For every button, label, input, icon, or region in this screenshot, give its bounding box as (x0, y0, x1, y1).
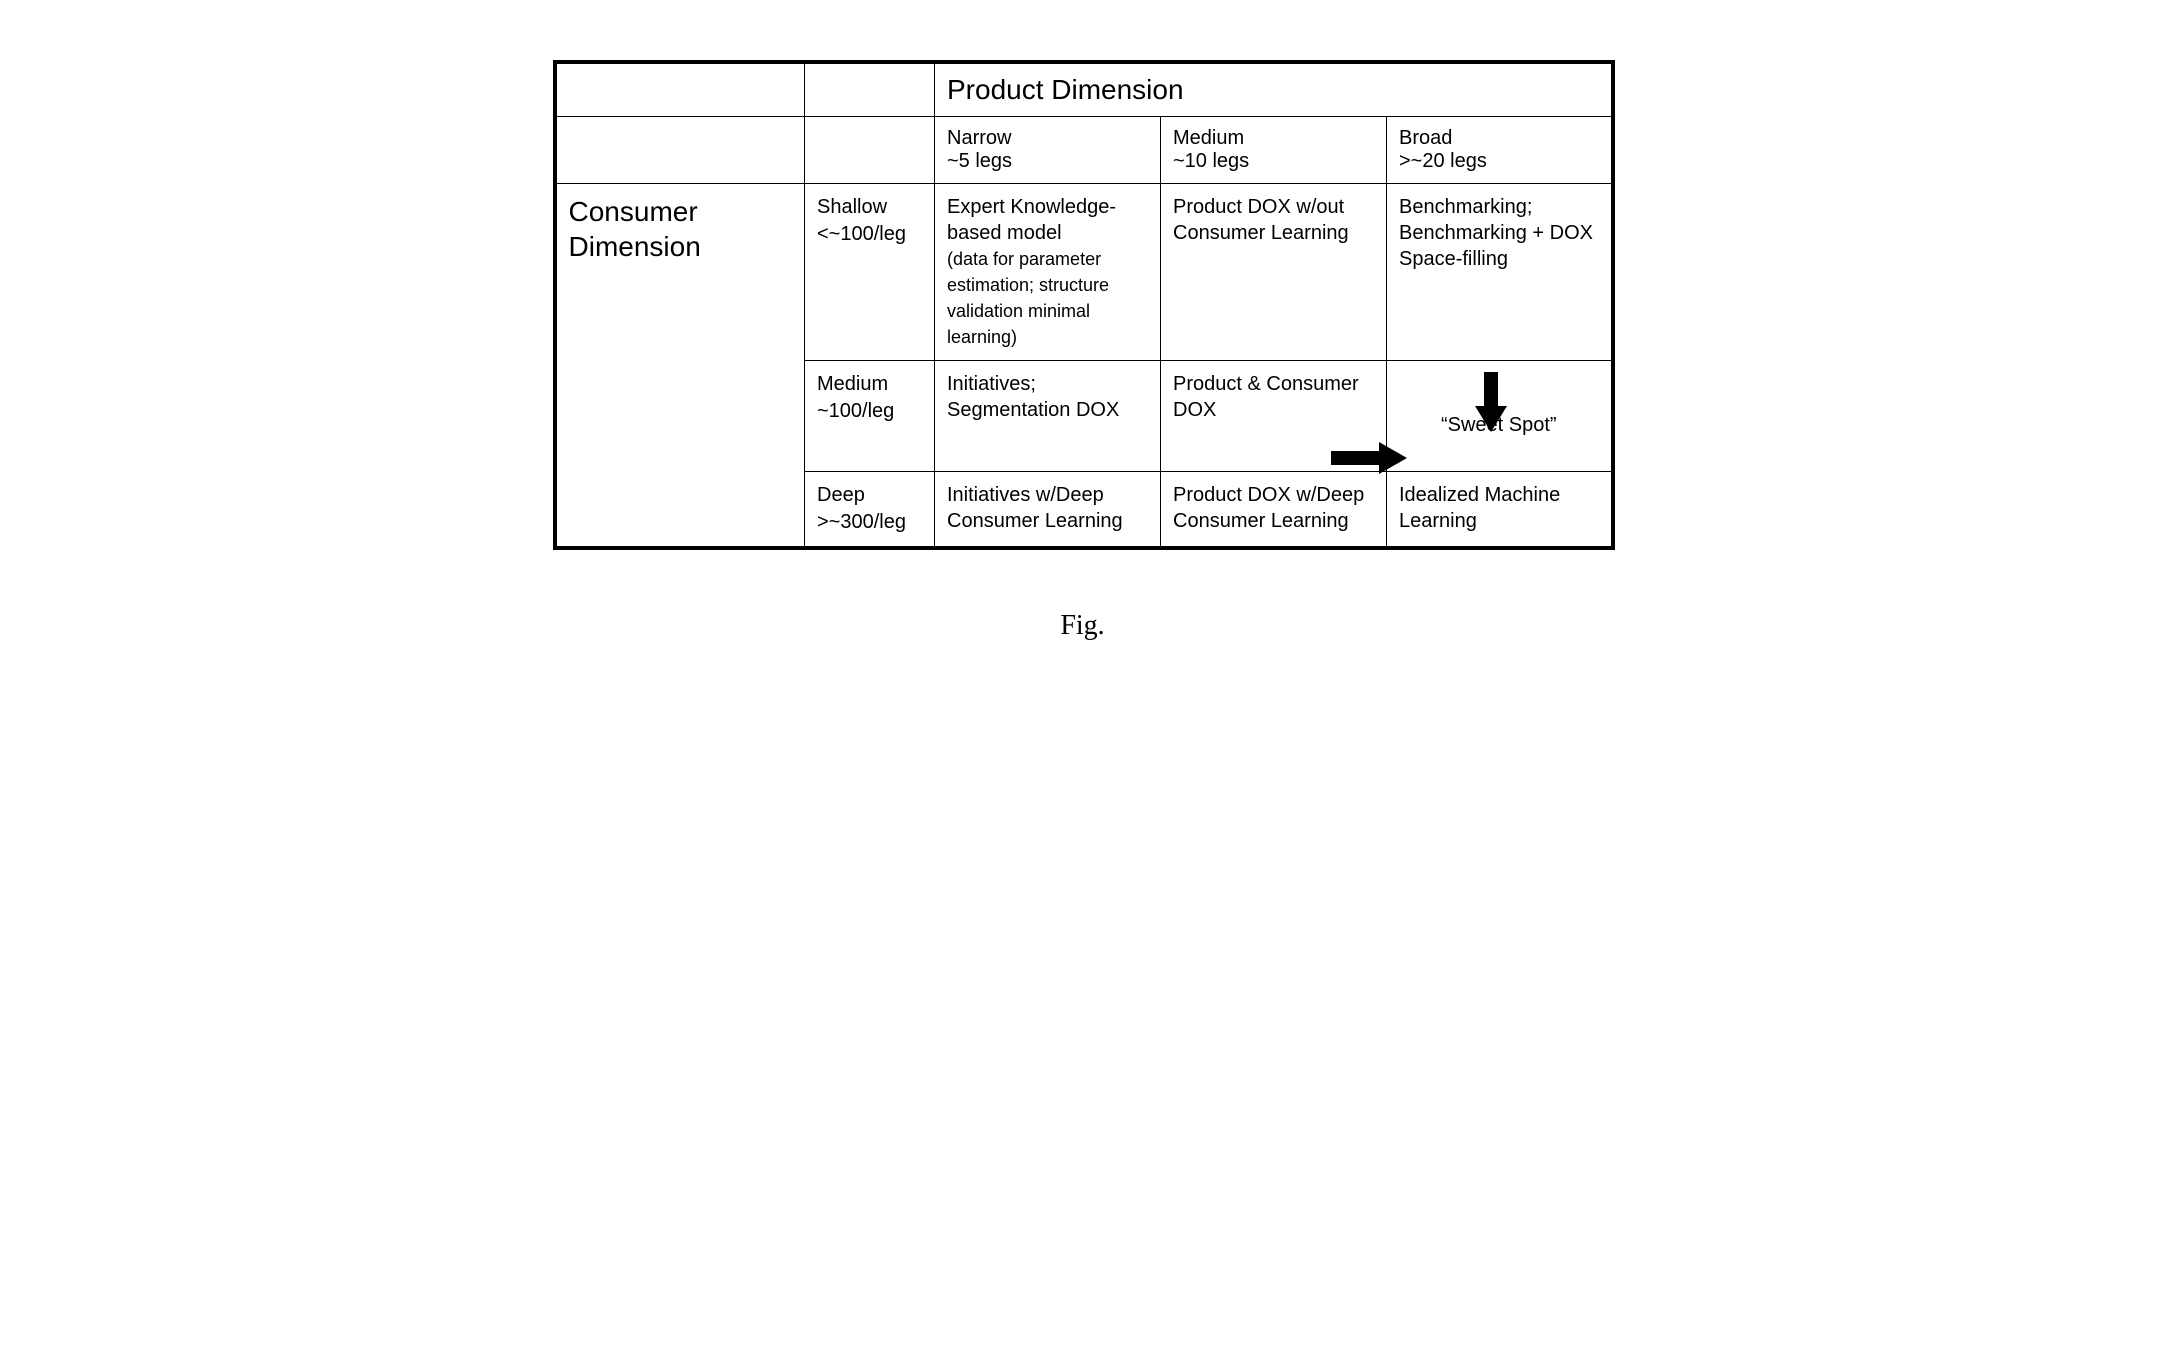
dimension-matrix: Product Dimension Narrow ~5 legs Medium … (553, 60, 1613, 550)
product-dimension-title: Product Dimension (935, 62, 1613, 117)
cell-deep-narrow: Initiatives w/Deep Consumer Learning (935, 472, 1161, 549)
cell-shallow-narrow: Expert Knowledge-based model (data for p… (935, 184, 1161, 361)
corner-blank-1 (555, 62, 805, 117)
consumer-level-medium: Medium ~100/leg (805, 361, 935, 472)
matrix-table: Product Dimension Narrow ~5 legs Medium … (553, 60, 1615, 550)
figure-caption: Fig. (60, 610, 2105, 642)
corner-blank-3 (555, 117, 805, 184)
consumer-level-sub: <~100/leg (817, 223, 906, 245)
consumer-level-deep: Deep >~300/leg (805, 472, 935, 549)
consumer-level-label: Deep (817, 484, 865, 506)
cell-deep-broad: Idealized Machine Learning (1387, 472, 1613, 549)
product-level-label: Medium (1173, 127, 1374, 150)
product-level-label: Narrow (947, 127, 1148, 150)
product-level-sub: >~20 legs (1399, 150, 1599, 173)
corner-blank-4 (805, 117, 935, 184)
cell-medium-medium: Product & Consumer DOX (1161, 361, 1387, 472)
product-level-sub: ~10 legs (1173, 150, 1374, 173)
consumer-dimension-title: ConsumerDimension (555, 184, 805, 549)
consumer-level-sub: ~100/leg (817, 400, 894, 422)
product-level-broad: Broad >~20 legs (1387, 117, 1613, 184)
product-level-narrow: Narrow ~5 legs (935, 117, 1161, 184)
consumer-level-sub: >~300/leg (817, 511, 906, 533)
cell-deep-medium: Product DOX w/Deep Consumer Learning (1161, 472, 1387, 549)
sweet-spot-text: “Sweet Spot” (1441, 414, 1557, 436)
cell-medium-broad: “Sweet Spot” (1387, 361, 1613, 472)
product-level-medium: Medium ~10 legs (1161, 117, 1387, 184)
cell-sub: (data for parameter estimation; structur… (947, 249, 1109, 347)
consumer-level-shallow: Shallow <~100/leg (805, 184, 935, 361)
product-level-label: Broad (1399, 127, 1599, 150)
consumer-dimension-title-text: ConsumerDimension (569, 194, 701, 264)
product-level-sub: ~5 legs (947, 150, 1148, 173)
consumer-level-label: Shallow (817, 196, 887, 218)
cell-main: Expert Knowledge-based model (947, 196, 1116, 244)
consumer-level-label: Medium (817, 373, 888, 395)
corner-blank-2 (805, 62, 935, 117)
cell-medium-narrow: Initiatives; Segmentation DOX (935, 361, 1161, 472)
cell-shallow-medium: Product DOX w/out Consumer Learning (1161, 184, 1387, 361)
cell-shallow-broad: Benchmarking; Benchmarking + DOX Space-f… (1387, 184, 1613, 361)
